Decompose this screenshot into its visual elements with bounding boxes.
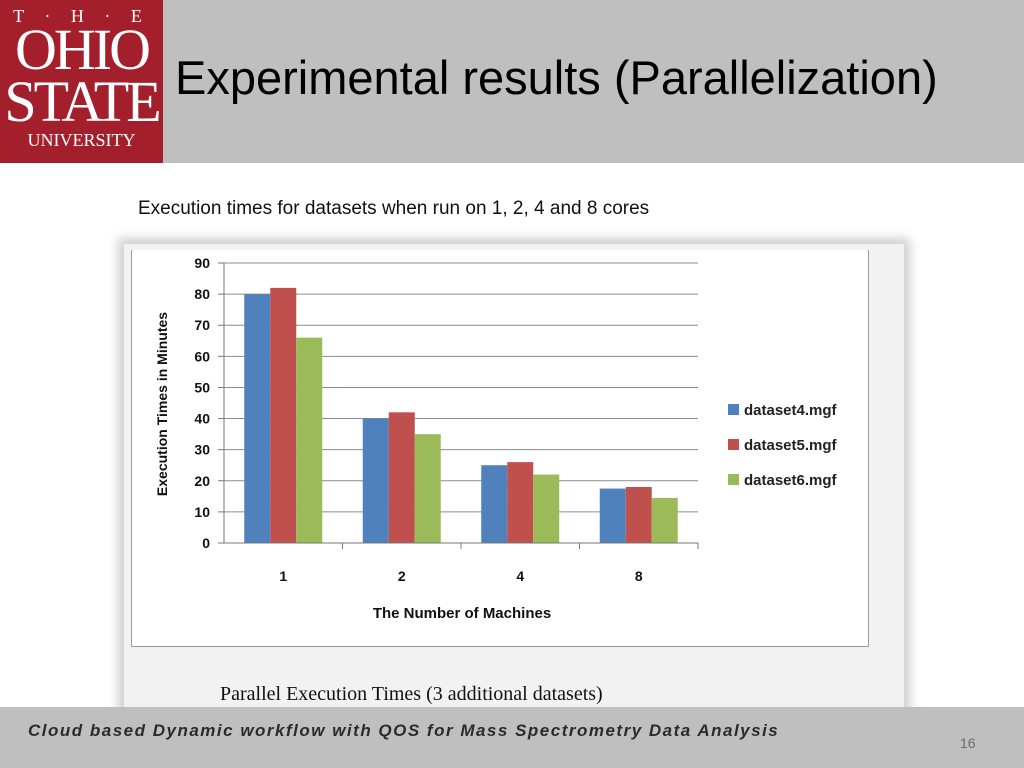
y-tick-label: 40	[194, 411, 210, 427]
slide-header: T · H · E OHIO STATE UNIVERSITY Experime…	[0, 0, 1024, 163]
bar-dataset5-mgf-4	[507, 462, 534, 543]
logo-university: UNIVERSITY	[27, 130, 136, 150]
chart-legend: dataset4.mgf dataset5.mgf dataset6.mgf	[728, 402, 838, 489]
figure-caption: Parallel Execution Times (3 additional d…	[220, 683, 603, 705]
y-tick-label: 0	[202, 535, 210, 551]
bar-dataset4-mgf-4	[481, 465, 508, 543]
logo-the: T · H · E	[13, 6, 150, 26]
bar-dataset5-mgf-8	[625, 487, 652, 543]
bar-dataset5-mgf-1	[270, 287, 297, 543]
x-tick-label: 4	[516, 568, 524, 584]
y-tick-label: 50	[194, 379, 210, 395]
legend-label: dataset5.mgf	[744, 437, 838, 454]
slide-title: Experimental results (Parallelization)	[175, 51, 938, 104]
chart-axes	[218, 262, 699, 549]
y-tick-label: 80	[194, 286, 210, 302]
y-tick-label: 10	[194, 504, 210, 520]
y-tick-label: 60	[194, 348, 210, 364]
x-axis-label: The Number of Machines	[373, 605, 551, 622]
x-tick-label: 8	[635, 568, 643, 584]
legend-swatch	[728, 439, 739, 450]
slide-footer: Cloud based Dynamic workflow with QOS fo…	[0, 707, 1024, 768]
y-axis-label: Execution Times in Minutes	[154, 312, 170, 496]
y-tick-labels: 0 10 20 30 40 50 60 70 80 90	[194, 255, 210, 551]
bar-dataset6-mgf-8	[651, 497, 678, 543]
bar-dataset4-mgf-8	[599, 488, 626, 543]
y-tick-label: 20	[194, 473, 210, 489]
bar-dataset5-mgf-2	[388, 412, 415, 543]
slide-subtitle: Execution times for datasets when run on…	[138, 198, 650, 219]
university-logo: T · H · E OHIO STATE UNIVERSITY	[0, 0, 163, 163]
legend-label: dataset6.mgf	[744, 472, 838, 489]
y-tick-label: 30	[194, 442, 210, 458]
y-tick-label: 90	[194, 255, 210, 271]
legend-swatch	[728, 404, 739, 415]
logo-ohio: OHIO	[15, 17, 151, 82]
bar-dataset4-mgf-2	[362, 418, 389, 543]
y-tick-label: 70	[194, 317, 210, 333]
bar-dataset6-mgf-4	[533, 474, 560, 543]
bar-dataset6-mgf-1	[296, 337, 323, 543]
legend-label: dataset4.mgf	[744, 402, 838, 419]
chart-bars	[244, 287, 678, 543]
logo-state: STATE	[4, 69, 161, 134]
page-number: 16	[960, 735, 976, 751]
bar-dataset6-mgf-2	[414, 434, 441, 543]
x-tick-label: 1	[279, 568, 287, 584]
x-tick-labels: 1 2 4 8	[279, 568, 643, 584]
footer-text: Cloud based Dynamic workflow with QOS fo…	[28, 721, 780, 740]
x-tick-label: 2	[398, 568, 406, 584]
bar-dataset4-mgf-1	[244, 294, 271, 543]
legend-swatch	[728, 474, 739, 485]
